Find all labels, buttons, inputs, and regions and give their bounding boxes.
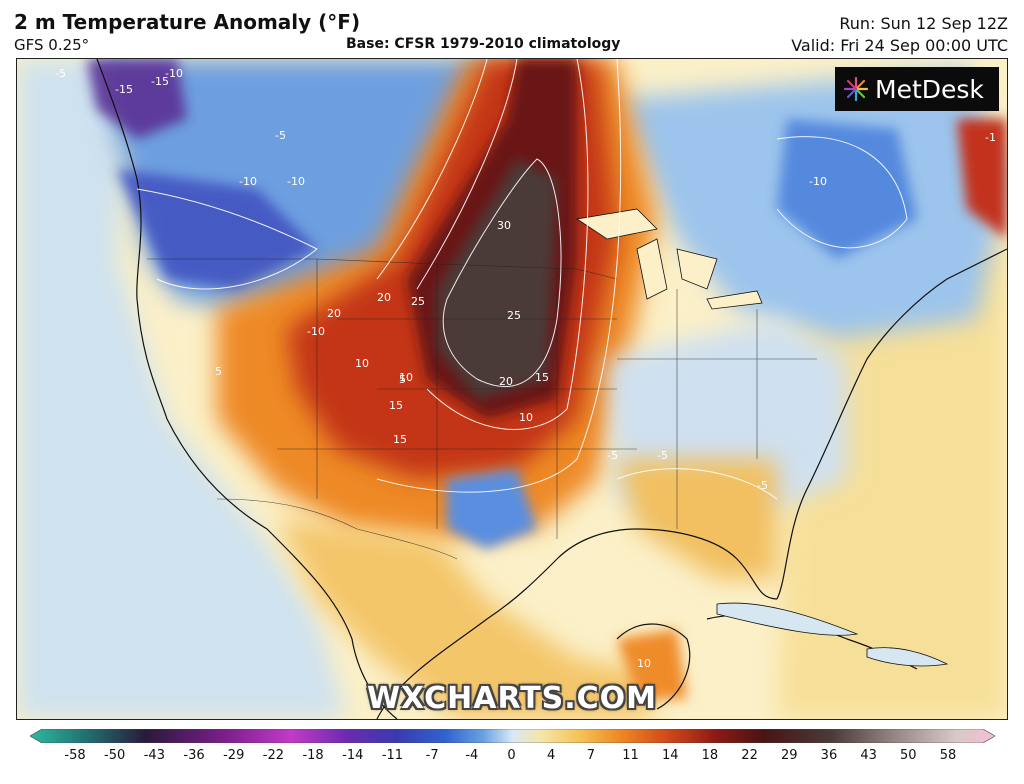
color-scale-tick-label: 11: [622, 748, 639, 763]
valid-label: Valid: Fri 24 Sep 00:00 UTC: [791, 36, 1008, 55]
political-borders: [147, 258, 817, 560]
contour-label: 15: [393, 433, 407, 446]
color-scale-tick-label: 0: [507, 748, 516, 763]
run-label: Run: Sun 12 Sep 12Z: [839, 14, 1008, 33]
contour-label: 30: [497, 219, 511, 232]
contour-label: 15: [535, 371, 549, 384]
color-scale-bar: [30, 729, 995, 743]
color-scale-tick-label: 4: [547, 748, 556, 763]
contour-label: -15: [115, 83, 133, 96]
contour-label: 25: [411, 295, 425, 308]
contour-label: -5: [607, 449, 618, 462]
great-lakes: [575, 208, 763, 310]
plains-extreme-core: [437, 159, 557, 399]
site-watermark: WXCHARTS.COM: [366, 681, 658, 716]
contour-label: -5: [275, 129, 286, 142]
contour-label: -5: [55, 67, 66, 80]
color-scale-tick-label: 22: [741, 748, 758, 763]
contour-label: -15: [151, 75, 169, 88]
contour-label: 15: [389, 399, 403, 412]
color-scale-tick-label: 7: [586, 748, 595, 763]
contour-label: 20: [499, 375, 513, 388]
map-title: 2 m Temperature Anomaly (°F): [14, 10, 361, 34]
contour-label: 20: [377, 291, 391, 304]
southeast-warm-region: [617, 459, 777, 579]
color-scale-tick-label: -50: [104, 748, 126, 763]
contour-label: -10: [307, 325, 325, 338]
contour-label: 10: [355, 357, 369, 370]
quebec-cold-core: [777, 119, 917, 259]
contour-label: 5: [399, 373, 406, 386]
mexico-warm-region: [277, 519, 657, 719]
contour-label: 10: [519, 411, 533, 424]
texas-cold-pocket: [447, 469, 537, 549]
metdesk-logo: MetDesk: [835, 67, 999, 111]
color-scale-tick-label: -36: [183, 748, 205, 763]
color-scale-tick-label: -11: [381, 748, 404, 763]
maritimes-warm-region: [957, 119, 1007, 239]
color-scale-tick-label: -22: [262, 748, 285, 763]
pacific-cool-region: [17, 59, 347, 719]
contour-label: -10: [287, 175, 305, 188]
cuba: [716, 602, 859, 636]
hispaniola: [866, 647, 949, 667]
color-scale-tick-label: -7: [425, 748, 439, 763]
contour-label: 5: [215, 365, 222, 378]
color-scale-tick-label: -4: [465, 748, 479, 763]
contour-label: 25: [507, 309, 521, 322]
logo-text: MetDesk: [875, 74, 984, 104]
color-scale-tick-label: -14: [342, 748, 364, 763]
color-scale-tick-label: 43: [860, 748, 877, 763]
header: 2 m Temperature Anomaly (°F) GFS 0.25° B…: [0, 0, 1024, 60]
color-scale-tick-label: 50: [900, 748, 917, 763]
base-label: Base: CFSR 1979-2010 climatology: [346, 36, 621, 52]
contour-label: 10: [637, 657, 651, 670]
contour-label: -10: [165, 67, 183, 80]
anomaly-map: 30 25 25 20 20 20 15 15 15 10 10 10 10 -…: [16, 58, 1008, 720]
contour-lines: [136, 59, 908, 500]
contour-label: -5: [757, 479, 768, 492]
contour-label: -10: [809, 175, 827, 188]
color-scale-tick-label: 36: [820, 748, 838, 763]
metdesk-logo-icon: [843, 76, 869, 102]
color-scale-tick-label: -29: [223, 748, 245, 763]
contour-label: 10: [399, 371, 413, 384]
color-scale-tick-label: -18: [302, 748, 324, 763]
color-scale-tick-label: 29: [780, 748, 798, 763]
color-scale-tick-label: -58: [64, 748, 86, 763]
color-scale-tick-label: 18: [701, 748, 719, 763]
model-label: GFS 0.25°: [14, 36, 90, 54]
alaska-panhandle-cold: [87, 59, 187, 139]
color-scale-tick-label: 58: [939, 748, 957, 763]
color-scale-tick-label: -43: [143, 748, 165, 763]
map-canvas: 30 25 25 20 20 20 15 15 15 10 10 10 10 -…: [17, 59, 1007, 719]
yucatan-warm-region: [617, 629, 687, 699]
contour-label: 20: [327, 307, 341, 320]
color-scale-tick-label: 14: [661, 748, 679, 763]
contour-label: -10: [239, 175, 257, 188]
contour-label: -1: [985, 131, 996, 144]
contour-label: -5: [657, 449, 668, 462]
contour-value-labels: 30 25 25 20 20 20 15 15 15 10 10 10 10 -…: [55, 67, 996, 670]
color-scale-ticks: -58 -50 -43 -36 -29 -22 -18 -14 -11 -7 -4 0 4 7 11 14 18…: [0, 748, 1024, 768]
